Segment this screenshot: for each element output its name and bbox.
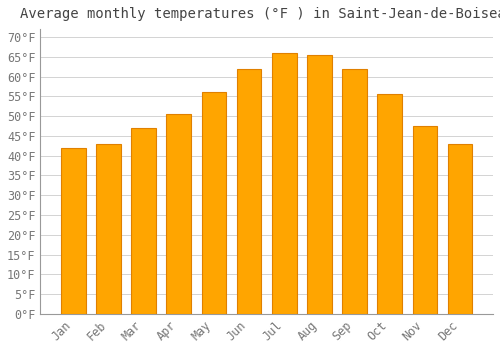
Bar: [61, 148, 86, 314]
Bar: [412, 126, 438, 314]
Bar: [237, 69, 262, 314]
Bar: [166, 114, 191, 314]
Bar: [307, 55, 332, 314]
Bar: [202, 92, 226, 314]
Bar: [96, 144, 120, 314]
Bar: [131, 128, 156, 314]
Title: Average monthly temperatures (°F ) in Saint-Jean-de-Boiseau: Average monthly temperatures (°F ) in Sa…: [20, 7, 500, 21]
Bar: [448, 144, 472, 314]
Bar: [272, 53, 296, 314]
Bar: [378, 94, 402, 314]
Bar: [342, 69, 367, 314]
